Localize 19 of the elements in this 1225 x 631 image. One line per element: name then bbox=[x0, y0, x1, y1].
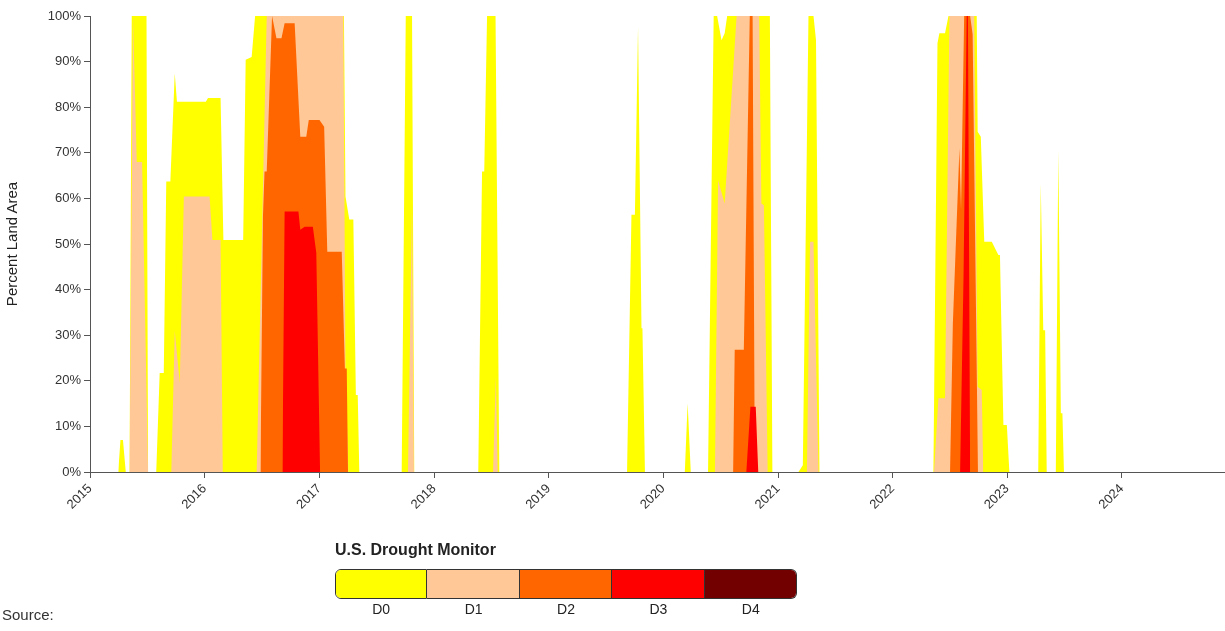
y-tick-label: 20% bbox=[54, 372, 82, 388]
y-tick-label: 70% bbox=[54, 144, 82, 160]
legend-title: U.S. Drought Monitor bbox=[335, 541, 497, 559]
legend-label: D3 bbox=[649, 601, 668, 617]
y-tick-label: 90% bbox=[54, 53, 82, 69]
y-tick-label: 0% bbox=[62, 463, 82, 479]
legend-label: D0 bbox=[372, 601, 391, 617]
y-axis-title: Percent Land Area bbox=[3, 181, 21, 307]
y-tick-label: 80% bbox=[54, 98, 82, 114]
legend-label: D2 bbox=[557, 601, 575, 617]
legend-label: D1 bbox=[464, 601, 483, 617]
y-tick-label: 10% bbox=[54, 417, 82, 433]
source-note: Source: bbox=[2, 606, 54, 623]
y-tick-label: 40% bbox=[54, 281, 82, 297]
y-tick-label: 100% bbox=[47, 7, 82, 23]
y-tick-label: 60% bbox=[54, 189, 82, 205]
y-tick-label: 50% bbox=[54, 235, 82, 251]
y-tick-label: 30% bbox=[54, 326, 82, 342]
legend-label: D4 bbox=[741, 601, 760, 617]
